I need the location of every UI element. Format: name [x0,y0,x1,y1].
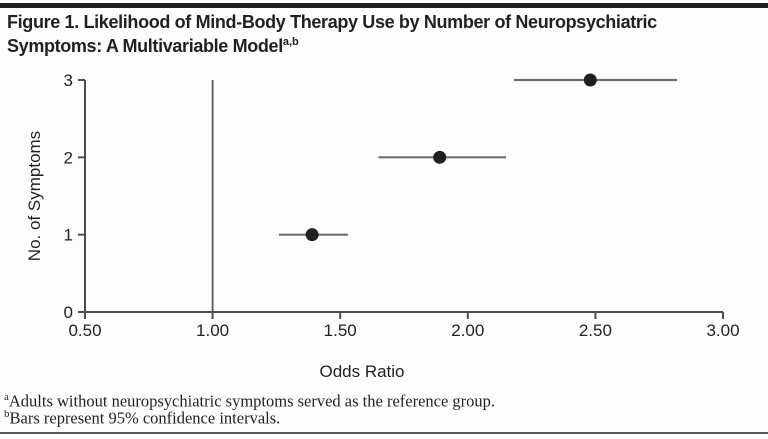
x-tick-label: 1.00 [196,321,229,340]
footnote-a-marker: a [4,391,9,403]
top-rule [0,3,768,8]
footnote-b-marker: b [4,408,10,420]
point-symptoms-3 [583,73,597,87]
footnote-a-text: Adults without neuropsychiatric symptoms… [8,391,496,411]
footnote-a: aAdults without neuropsychiatric symptom… [4,389,495,410]
title-superscript: a,b [282,36,299,48]
point-symptoms-2 [433,150,447,164]
bottom-rule [0,432,768,434]
x-tick-label: 3.00 [706,321,739,340]
y-tick-label: 2 [64,148,73,167]
footnote-b-text: Bars represent 95% confidence intervals. [9,408,281,428]
figure-title-line1: Figure 1. Likelihood of Mind-Body Therap… [7,12,657,32]
y-tick-label: 0 [64,303,73,322]
footnote-b: bBars represent 95% confidence intervals… [4,406,280,427]
x-axis-title: Odds Ratio [319,362,404,381]
x-tick-label: 1.50 [324,321,357,340]
x-tick-label: 2.00 [451,321,484,340]
x-tick-label: 2.50 [579,321,612,340]
figure-title-line2: Symptoms: A Multivariable Modela,b [7,36,299,56]
point-symptoms-1 [305,228,319,242]
x-tick-label: 0.50 [68,321,101,340]
y-tick-label: 3 [64,71,73,90]
y-tick-label: 1 [64,226,73,245]
figure-title: Figure 1. Likelihood of Mind-Body Therap… [7,12,759,56]
y-axis-title: No. of Symptoms [25,131,44,261]
